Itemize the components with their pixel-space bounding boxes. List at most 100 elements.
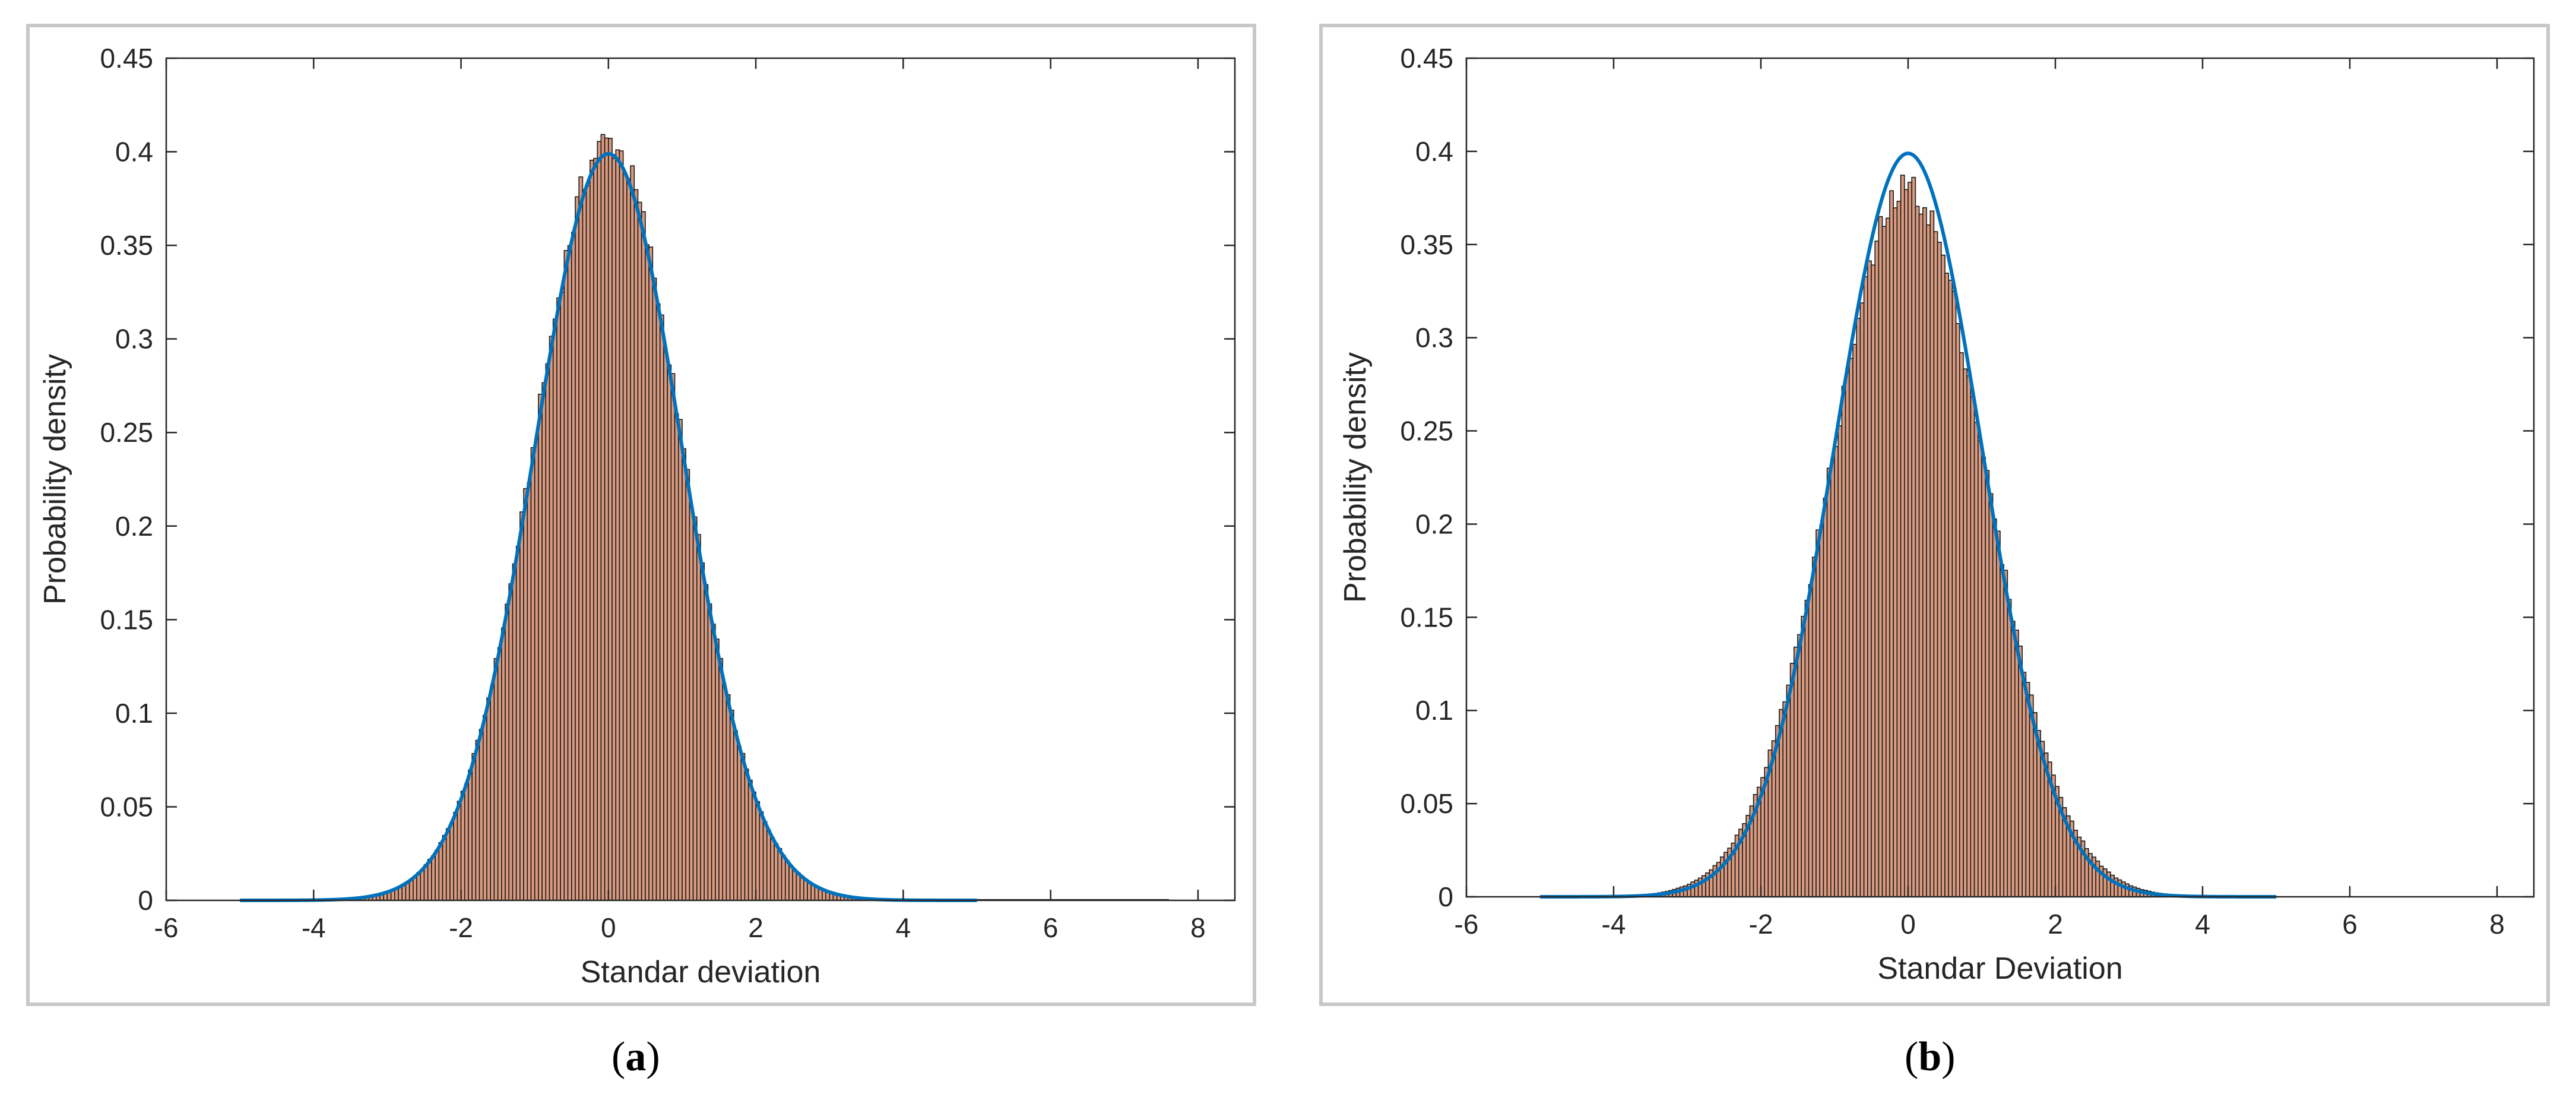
x-tick-label: 4 — [2195, 909, 2210, 940]
histogram-bar — [781, 855, 786, 901]
histogram-bar — [1951, 290, 1957, 897]
histogram-bar — [460, 790, 465, 901]
histogram-bar — [792, 869, 797, 901]
histogram-bar — [1900, 175, 1905, 897]
histogram-bar — [1834, 446, 1839, 897]
y-tick-label: 0.45 — [100, 43, 153, 74]
histogram-bar — [615, 149, 620, 901]
histogram-bar — [571, 232, 576, 901]
y-tick-label: 0.2 — [1415, 508, 1453, 539]
histogram-bar — [423, 864, 429, 901]
histogram-bar — [1948, 280, 1953, 897]
y-tick-label: 0.4 — [1415, 136, 1453, 167]
x-tick-label: -4 — [302, 912, 326, 943]
histogram-bar — [575, 196, 579, 901]
histogram-bar — [1849, 358, 1853, 897]
y-tick-label: 0.05 — [100, 791, 153, 822]
y-tick-label: 0.35 — [100, 230, 153, 261]
histogram-bar — [1908, 182, 1912, 897]
histogram-bar — [762, 821, 768, 901]
histogram-bar — [1863, 276, 1868, 897]
histogram-bar — [682, 448, 686, 901]
y-tick-label: 0.2 — [115, 511, 153, 542]
histogram-bar — [482, 714, 487, 901]
histogram-bar — [645, 244, 649, 901]
histogram-bar — [1955, 323, 1960, 897]
histogram-bar — [1786, 684, 1791, 897]
histogram-bar — [486, 697, 492, 901]
histogram-bar — [774, 843, 779, 901]
histogram-bar — [1841, 385, 1846, 897]
histogram-bar — [1933, 231, 1938, 897]
histogram-bar — [1789, 663, 1795, 897]
histogram-bar — [1970, 396, 1975, 897]
y-tick-label: 0.25 — [100, 417, 153, 448]
histogram-bar — [674, 413, 679, 901]
histogram-bar — [711, 624, 716, 901]
histogram-bar — [541, 382, 547, 901]
histogram-bar — [519, 511, 524, 901]
histogram-bar — [471, 752, 477, 901]
chart-1: -6 -4 -2 0 2 4 6 8 0 0.05 0.1 0.15 0.2 0.25 0.3 0.35 0.4… — [1338, 43, 2535, 986]
histogram-bar — [2021, 672, 2027, 897]
histogram-bar — [1973, 422, 1979, 897]
histogram-bar — [1966, 375, 1972, 897]
histogram-bar — [1915, 205, 1920, 897]
histogram-bars — [291, 134, 1170, 901]
histogram-bar — [1996, 530, 2001, 897]
histogram-bar — [633, 189, 639, 901]
histogram-bar — [593, 157, 598, 901]
histogram-bar — [2000, 564, 2004, 897]
histogram-bar — [1797, 634, 1802, 897]
histogram-bar — [527, 482, 532, 901]
histogram-bar — [413, 875, 417, 901]
histogram-bar — [1826, 467, 1832, 897]
histogram-bar — [1823, 497, 1828, 897]
histogram-bar — [556, 297, 561, 901]
histogram-bar — [508, 583, 514, 901]
histogram-bar — [2025, 682, 2030, 897]
histogram-bar — [453, 811, 458, 901]
histogram-bar — [1922, 207, 1927, 897]
histogram-bar — [497, 647, 502, 901]
histogram-bars — [1628, 175, 2196, 897]
histogram-bar — [622, 173, 628, 901]
x-tick-label: 2 — [2048, 909, 2063, 940]
histogram-bar — [659, 314, 664, 901]
histogram-bar — [490, 685, 495, 901]
histogram-bar — [1871, 264, 1875, 897]
histogram-bar — [438, 842, 443, 901]
x-tick-label: 6 — [1043, 912, 1059, 943]
x-tick-label: -2 — [449, 912, 473, 943]
histogram-bar — [567, 245, 572, 901]
histogram-bar — [1830, 458, 1835, 897]
histogram-bar — [1867, 260, 1872, 897]
histogram-bar — [1988, 493, 1994, 897]
histogram-bar — [493, 658, 499, 901]
histogram-bar — [1959, 352, 1964, 897]
histogram-bar — [530, 447, 536, 901]
histogram-bar — [560, 292, 565, 901]
y-tick-label: 0.4 — [115, 137, 153, 167]
x-tick-label: -2 — [1749, 909, 1773, 940]
histogram-bar — [545, 363, 550, 901]
histogram-bar — [582, 189, 587, 901]
x-tick-label: -6 — [1455, 909, 1479, 940]
histogram-bar — [1992, 518, 1997, 897]
histogram-bar — [652, 277, 657, 901]
histogram-bar — [505, 603, 510, 901]
histogram-bar — [752, 791, 756, 901]
histogram-bar — [1819, 524, 1824, 897]
y-tick-label: 0.1 — [115, 698, 153, 729]
histogram-bar — [1837, 425, 1843, 897]
histogram-bar — [663, 351, 668, 901]
histogram-bar — [777, 848, 782, 901]
x-axis-title: Standar deviation — [581, 955, 821, 989]
histogram-bar — [704, 584, 709, 901]
histogram-bar — [597, 141, 602, 901]
histogram-bar — [766, 830, 771, 901]
histogram-bar — [2003, 570, 2008, 897]
histogram-bar — [637, 201, 642, 901]
y-tick-label: 0.15 — [100, 604, 153, 635]
histogram-bar — [608, 138, 613, 901]
